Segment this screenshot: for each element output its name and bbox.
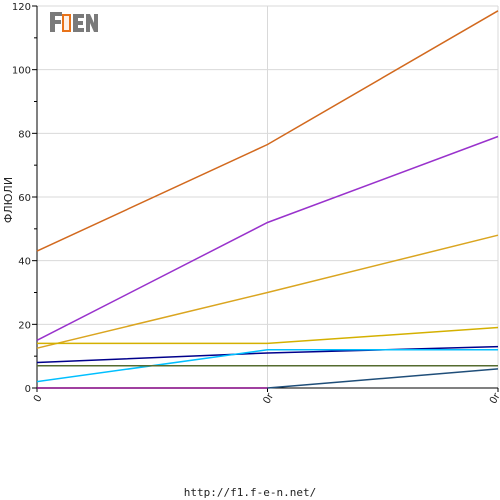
y-tick-label: 0 — [25, 384, 31, 395]
y-tick-label: 60 — [18, 193, 31, 204]
series-line-4 — [37, 326, 499, 345]
series-line-2 — [36, 135, 499, 341]
y-axis-label: ФЛЮЛИ — [2, 177, 15, 223]
y-tick-label: 120 — [12, 2, 31, 13]
y-tick-label: 100 — [12, 66, 31, 77]
series-line-5 — [36, 345, 499, 364]
x-tick-label: 0r — [488, 391, 500, 406]
series-line-3 — [36, 234, 499, 349]
y-tick-label: 80 — [18, 129, 31, 140]
x-tick-label: 0r — [261, 391, 276, 406]
series-line-1 — [36, 10, 499, 252]
footer-url: http://f1.f-e-n.net/ — [183, 486, 317, 499]
x-tick-label: 0 — [32, 393, 45, 404]
y-tick-label: 20 — [18, 320, 31, 331]
series-lines — [36, 10, 499, 389]
y-tick-label: 40 — [18, 257, 31, 268]
series-line-8 — [267, 368, 499, 389]
axes — [32, 5, 499, 392]
site-logo — [48, 9, 100, 35]
grid — [37, 5, 499, 388]
series-line-6 — [36, 349, 498, 383]
tick-labels: 0 20 40 60 80 100 120 0 0r 0r — [12, 2, 500, 406]
